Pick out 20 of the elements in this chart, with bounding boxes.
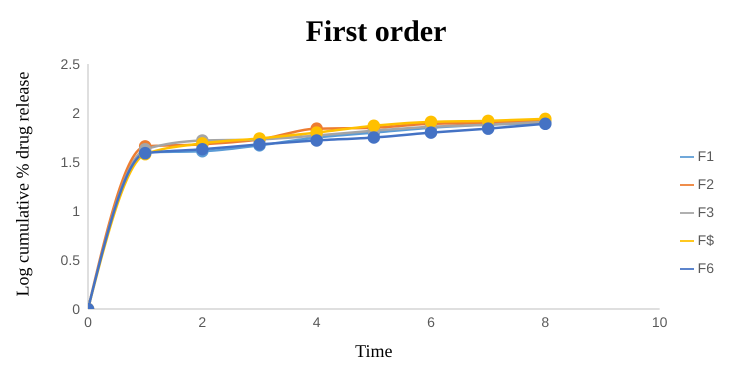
x-tick-label: 10: [652, 314, 668, 330]
legend-label: F1: [698, 148, 714, 164]
y-tick-label: 2: [72, 104, 80, 121]
y-tick-label: 1: [72, 202, 80, 219]
x-tick-label: 6: [427, 314, 436, 330]
x-tick-label: 4: [312, 314, 321, 330]
y-tick-label: 0.5: [60, 252, 80, 268]
x-tick-label: 8: [541, 314, 550, 330]
x-tick-label: 0: [84, 314, 92, 330]
chart-title: First order: [304, 14, 448, 50]
legend-label: F3: [698, 204, 714, 220]
legend-label: F$: [698, 232, 714, 248]
legend-label: F6: [698, 260, 714, 276]
y-tick-label: 0: [72, 300, 80, 317]
y-tick-label: 1.5: [60, 154, 80, 170]
y-tick-label: 2.5: [60, 56, 80, 72]
legend-label: F2: [698, 176, 714, 192]
y-axis-title: Log cumulative % drug release: [12, 72, 32, 296]
x-axis-title: Time: [355, 341, 393, 361]
x-tick-label: 2: [198, 314, 206, 330]
